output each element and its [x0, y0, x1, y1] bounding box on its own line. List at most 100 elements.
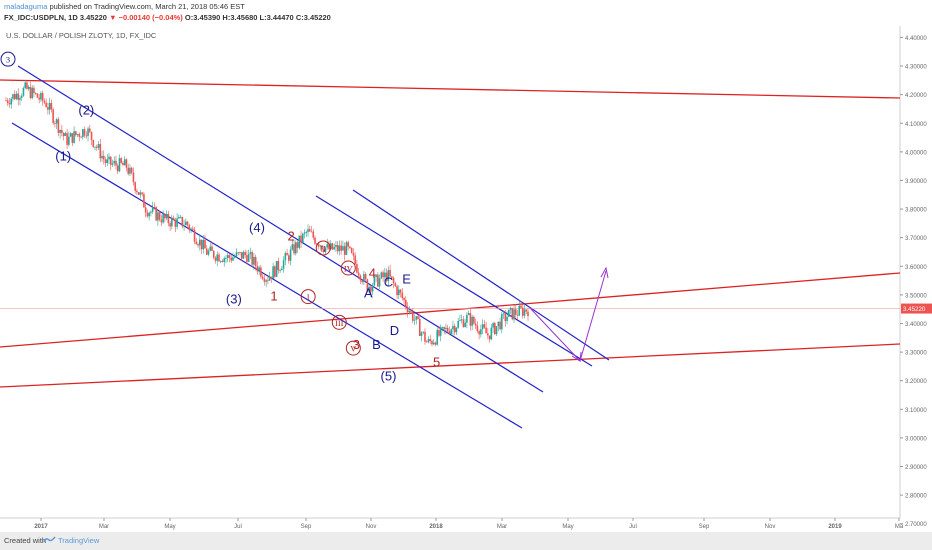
- candle-body: [136, 190, 138, 193]
- wave-label: 3: [353, 337, 360, 352]
- candle-body: [497, 321, 500, 327]
- candle-body: [504, 313, 507, 322]
- candle-body: [464, 322, 466, 328]
- candle-body: [387, 270, 390, 282]
- candle-body: [474, 323, 477, 326]
- candle-body: [371, 285, 374, 292]
- candle-body: [134, 182, 136, 191]
- author-link[interactable]: maladaguma: [4, 2, 48, 11]
- candle-body: [490, 327, 493, 340]
- wave-label: 4: [369, 266, 376, 281]
- candle-body: [155, 207, 157, 221]
- candle-body: [99, 144, 102, 159]
- candle-body: [15, 93, 18, 100]
- candle-body: [511, 307, 514, 320]
- chart-title: U.S. DOLLAR / POLISH ZLOTY, 1D, FX_IDC: [6, 31, 157, 40]
- time-tick-label: Mar: [99, 524, 109, 530]
- candle-body: [123, 159, 126, 166]
- candle-body: [260, 267, 262, 277]
- candle-body: [521, 307, 524, 316]
- time-axis[interactable]: 2017 Mar May Jul Sep Nov 2018 Mar May Jul Sep Nov 20…: [34, 518, 904, 530]
- candle-body: [350, 247, 353, 253]
- candle-body: [403, 298, 405, 300]
- candle-body: [237, 252, 239, 254]
- candle-body: [57, 119, 60, 133]
- candle-body: [230, 257, 233, 261]
- price-tick-label: 3.20000: [905, 379, 927, 385]
- candle-body: [295, 242, 297, 254]
- last-price-tag: [901, 303, 932, 314]
- candle-body: [476, 325, 479, 332]
- candle-body: [413, 319, 416, 321]
- candle-body: [267, 280, 269, 282]
- candle-body: [417, 316, 419, 319]
- candle-body: [5, 100, 7, 102]
- candle-body: [436, 330, 439, 345]
- candle-body: [87, 128, 89, 137]
- chart-header: maladaguma published on TradingView.com,…: [0, 0, 932, 26]
- candle-body: [506, 316, 508, 322]
- candle-body: [50, 103, 53, 110]
- candle-body: [286, 253, 288, 256]
- candle-body: [293, 244, 295, 254]
- candle-body: [197, 244, 199, 246]
- wave-label: I: [307, 292, 310, 302]
- candle-body: [253, 256, 255, 265]
- price-chart[interactable]: U.S. DOLLAR / POLISH ZLOTY, 1D, FX_IDC (…: [0, 26, 932, 532]
- candle-body: [281, 268, 283, 271]
- candle-body: [310, 231, 313, 233]
- candle-body: [502, 313, 505, 315]
- candle-body: [441, 326, 444, 328]
- candle-body: [235, 252, 238, 257]
- price-axis[interactable]: 4.40000 4.30000 4.20000 4.10000 4.00000 3.900…: [900, 36, 927, 528]
- candle-body: [176, 218, 178, 227]
- candle-body: [158, 212, 161, 220]
- candle-body: [385, 272, 388, 282]
- candle-body: [113, 160, 116, 164]
- wave-circle: [0, 51, 16, 67]
- candle-body: [94, 146, 96, 148]
- candle-body: [62, 132, 65, 137]
- candle-body: [342, 246, 344, 251]
- candle-body: [125, 159, 128, 168]
- candle-body: [104, 159, 107, 164]
- red-trend-line: [0, 343, 901, 388]
- candle-body: [169, 223, 171, 227]
- last-price-tag-label: 3.45220: [903, 306, 926, 313]
- candle-body: [244, 252, 246, 256]
- candle-body: [34, 93, 37, 94]
- symbol-line: FX_IDC:USDPLN, 1D 3.45220 ▼ −0.00140 (−0…: [4, 12, 331, 23]
- price-tick-label: 3.10000: [905, 408, 927, 414]
- candle-body: [326, 244, 329, 248]
- candle-body: [384, 272, 386, 278]
- candle-body: [132, 172, 135, 183]
- time-tick-label: Nov: [765, 524, 776, 530]
- price-tick-label: 3.40000: [905, 322, 927, 328]
- candle-body: [38, 97, 40, 100]
- candle-body: [172, 217, 175, 220]
- candle-body: [274, 266, 276, 277]
- candle-body: [277, 261, 280, 271]
- candle-body: [480, 329, 482, 335]
- price-tick-label: 2.70000: [905, 522, 927, 528]
- wave-label: (2): [78, 103, 94, 118]
- candle-body: [111, 163, 114, 165]
- price-tick-label: 3.50000: [905, 293, 927, 299]
- candle-body: [354, 255, 356, 265]
- tradingview-brand[interactable]: TradingView: [58, 536, 100, 545]
- wave-label: 5: [433, 354, 440, 369]
- candle-body: [165, 213, 168, 219]
- candle-body: [411, 311, 414, 321]
- candle-body: [178, 217, 180, 219]
- candle-body: [192, 228, 194, 230]
- candle-body: [68, 136, 70, 145]
- candle-body: [335, 244, 337, 248]
- candle-body: [97, 144, 100, 148]
- candle-body: [212, 250, 215, 258]
- candle-body: [82, 129, 84, 138]
- price-tick-label: 3.30000: [905, 351, 927, 357]
- candle-body: [143, 194, 145, 208]
- candle-body: [364, 274, 367, 280]
- tradingview-logo-icon: [43, 536, 56, 543]
- candle-body: [122, 162, 124, 166]
